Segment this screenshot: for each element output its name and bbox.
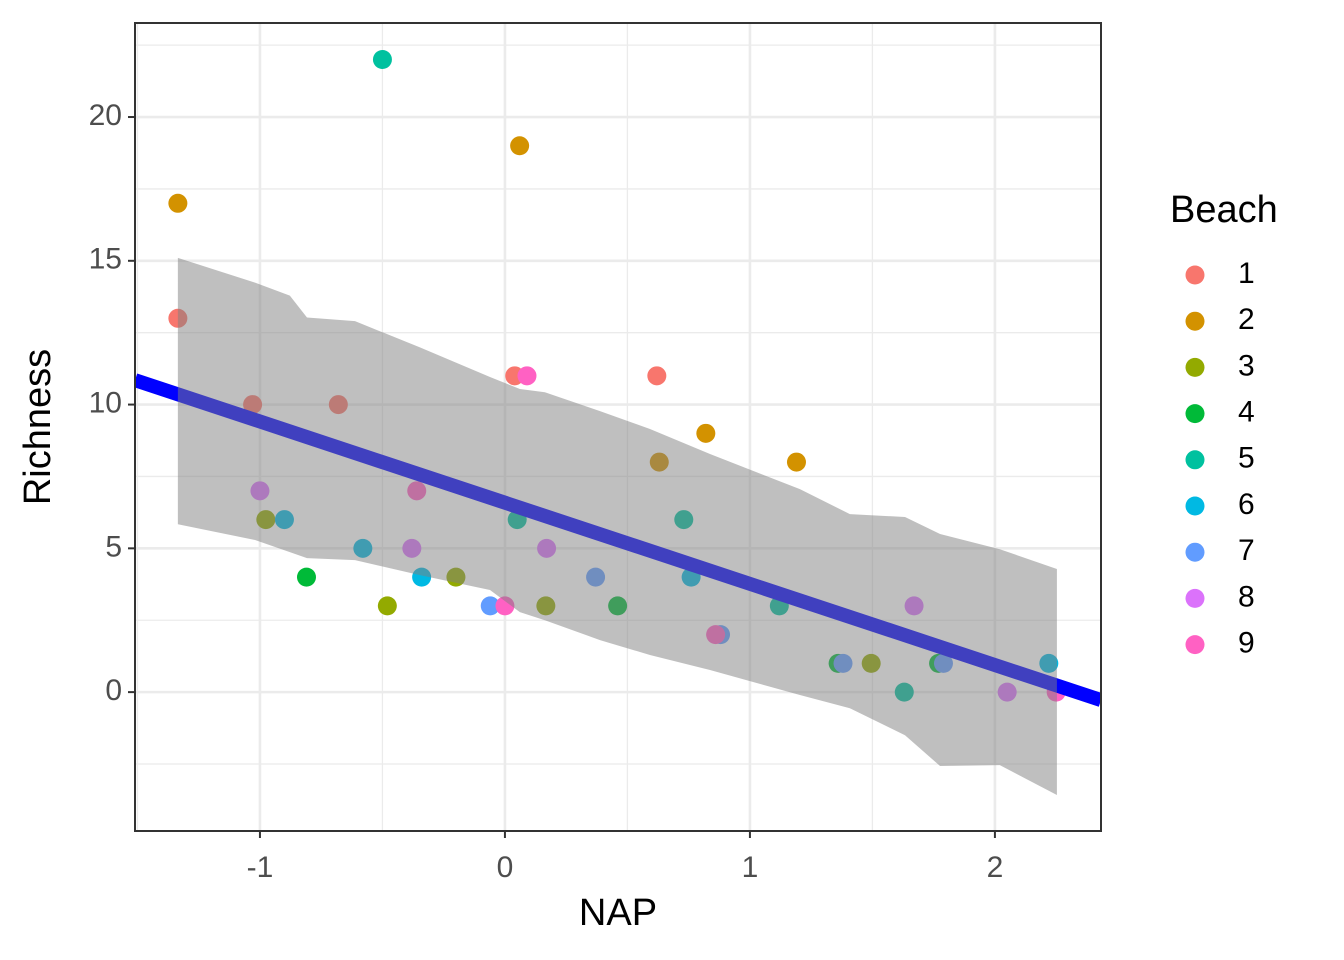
x-tick-label: 0 (497, 851, 514, 884)
confidence-ribbon (177, 257, 1057, 796)
legend-label: 4 (1238, 396, 1255, 429)
y-tick-label: 10 (89, 386, 122, 419)
y-axis-title: Richness (17, 349, 59, 505)
y-tick-label: 20 (89, 99, 122, 132)
point (786, 452, 806, 472)
legend-key (1185, 542, 1205, 562)
point (517, 366, 537, 386)
point (168, 193, 188, 213)
legend-title: Beach (1170, 189, 1278, 231)
legend-key (1185, 588, 1205, 608)
legend-key (1185, 635, 1205, 655)
legend: 1 2 3 4 5 6 7 8 9 (1185, 257, 1255, 660)
legend-label: 2 (1238, 303, 1255, 336)
x-tick-label: -1 (247, 851, 274, 884)
legend-key (1185, 450, 1205, 470)
legend-label: 7 (1238, 534, 1255, 567)
legend-key (1185, 496, 1205, 516)
legend-label: 1 (1238, 257, 1255, 290)
y-tick-label: 0 (105, 674, 122, 707)
legend-label: 3 (1238, 349, 1255, 382)
legend-label: 8 (1238, 580, 1255, 613)
point (296, 567, 316, 587)
legend-key (1185, 311, 1205, 331)
point (696, 423, 716, 443)
y-tick-label: 5 (105, 530, 122, 563)
legend-label: 5 (1238, 442, 1255, 475)
point (647, 366, 667, 386)
point (510, 136, 530, 156)
legend-label: 9 (1238, 627, 1255, 660)
point (372, 50, 392, 70)
legend-key (1185, 357, 1205, 377)
legend-label: 6 (1238, 488, 1255, 521)
x-tick-label: 2 (987, 851, 1004, 884)
x-tick-label: 1 (742, 851, 759, 884)
point (480, 596, 500, 616)
point (377, 596, 397, 616)
legend-key (1185, 265, 1205, 285)
legend-key (1185, 404, 1205, 424)
plot-marks (135, 50, 1101, 796)
panel-border (134, 22, 1102, 832)
y-tick-label: 15 (89, 243, 122, 276)
x-axis-title: NAP (579, 892, 657, 934)
